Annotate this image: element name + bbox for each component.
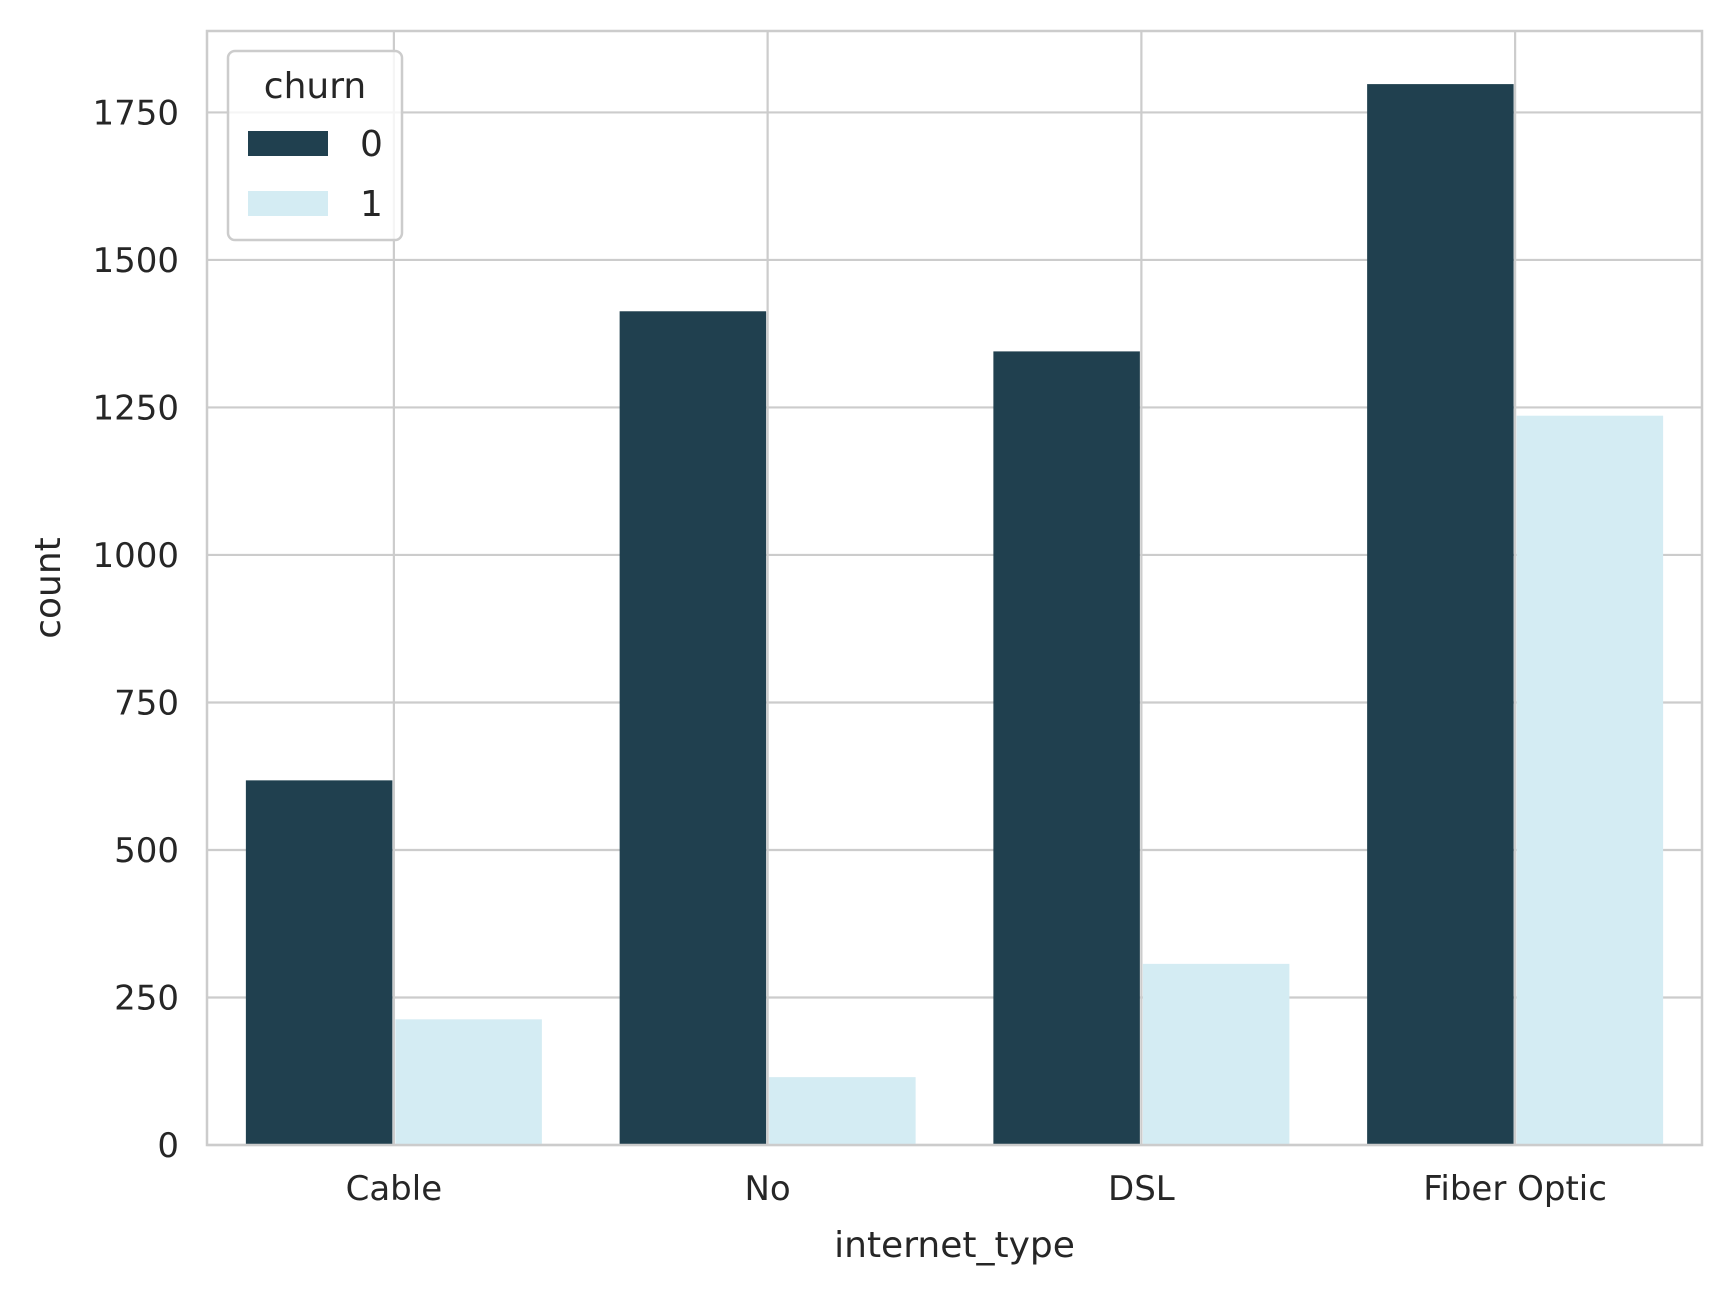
legend-swatch-0 bbox=[248, 131, 328, 156]
y-tick-labels: 0 250 500 750 1000 1250 1500 1750 bbox=[92, 93, 179, 1166]
legend-label-0: 0 bbox=[360, 124, 383, 165]
y-tick-label-1: 250 bbox=[114, 978, 179, 1018]
grid-layer bbox=[207, 31, 1702, 1147]
x-tick-label-1: No bbox=[745, 1169, 791, 1209]
y-tick-label-6: 1500 bbox=[92, 241, 179, 281]
bar-cable-churn-1 bbox=[395, 1019, 542, 1145]
x-tick-labels: Cable No DSL Fiber Optic bbox=[346, 1169, 1607, 1209]
bar-dsl-churn-1 bbox=[1142, 963, 1290, 1145]
y-tick-label-0: 0 bbox=[157, 1126, 179, 1166]
bar-dsl-churn-0 bbox=[993, 351, 1140, 1145]
y-tick-label-4: 1000 bbox=[92, 536, 179, 576]
y-axis-title: count bbox=[28, 537, 69, 639]
legend-entries: 01 bbox=[248, 124, 383, 225]
legend: churn 01 bbox=[226, 49, 404, 242]
bar-cable-churn-0 bbox=[245, 780, 393, 1145]
bar-fiber-optic-churn-0 bbox=[1367, 84, 1514, 1146]
legend-title: churn bbox=[264, 66, 366, 107]
plot-frame bbox=[205, 29, 1704, 1147]
x-tick-label-2: DSL bbox=[1108, 1169, 1175, 1209]
bar-fiber-optic-churn-1 bbox=[1516, 415, 1664, 1145]
y-tick-label-7: 1750 bbox=[92, 93, 179, 133]
frame-layer bbox=[205, 29, 1704, 1147]
x-tick-label-0: Cable bbox=[346, 1169, 443, 1209]
legend-label-1: 1 bbox=[360, 184, 383, 225]
bar-no-churn-1 bbox=[769, 1077, 916, 1145]
legend-swatch-1 bbox=[248, 191, 328, 216]
y-tick-label-3: 750 bbox=[114, 683, 179, 723]
y-tick-label-2: 500 bbox=[114, 831, 179, 871]
y-tick-label-5: 1250 bbox=[92, 388, 179, 428]
bar-no-churn-0 bbox=[619, 311, 767, 1145]
x-tick-label-3: Fiber Optic bbox=[1423, 1169, 1607, 1209]
x-axis-title: internet_type bbox=[834, 1225, 1075, 1266]
bars-layer bbox=[245, 84, 1664, 1146]
